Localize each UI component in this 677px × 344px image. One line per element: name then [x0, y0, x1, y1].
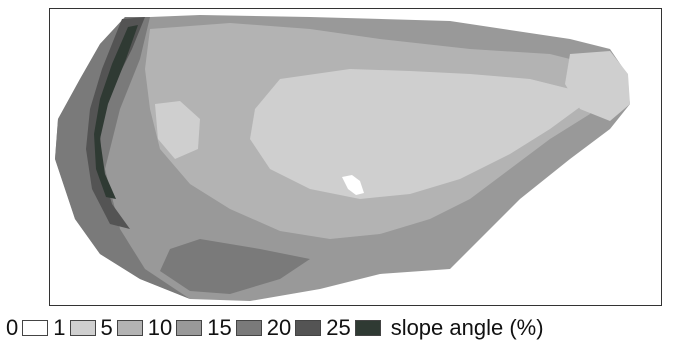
legend-item: 15 — [207, 315, 266, 341]
legend-value: 20 — [266, 315, 292, 340]
legend-item: 1 — [53, 315, 100, 341]
legend-item: 0 — [6, 315, 53, 341]
slope-legend: 0 1 5 10 15 20 25 slope angle (%) — [6, 312, 677, 344]
legend-value: 0 — [6, 315, 19, 340]
legend-value: 10 — [147, 315, 173, 340]
legend-item: 10 — [148, 315, 207, 341]
legend-value: 15 — [207, 315, 232, 340]
legend-swatch — [176, 320, 203, 336]
legend-value: 25 — [326, 315, 351, 340]
slope-zone-1-5-west — [155, 101, 200, 159]
legend-swatch — [235, 320, 262, 336]
legend-swatch — [22, 320, 49, 336]
slope-zone-15-20 — [55, 17, 190, 299]
slope-map — [55, 15, 630, 301]
legend-swatch — [116, 320, 143, 336]
slope-zone-1-5 — [250, 69, 580, 199]
slope-zone-0-1 — [342, 175, 364, 195]
legend-item: 5 — [101, 315, 148, 341]
legend-item: 20 — [267, 315, 326, 341]
map-frame — [49, 8, 662, 306]
legend-unit-label: slope angle (%) — [390, 315, 544, 340]
legend-swatch — [69, 320, 96, 336]
legend-item: 25 — [326, 315, 385, 341]
slope-zone-15-20-south — [160, 239, 310, 294]
slope-zone-25-plus — [94, 25, 138, 199]
legend-swatch — [354, 320, 381, 336]
legend-value: 1 — [53, 315, 66, 340]
legend-swatch — [295, 320, 322, 336]
legend-value: 5 — [100, 315, 113, 340]
slope-zone-1-5-east — [565, 51, 630, 121]
